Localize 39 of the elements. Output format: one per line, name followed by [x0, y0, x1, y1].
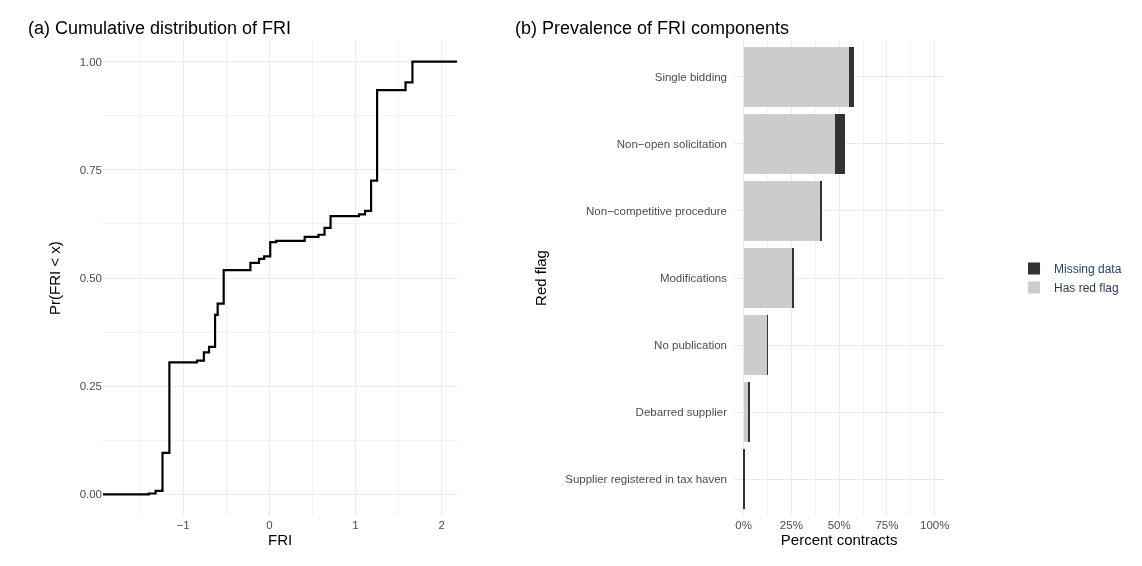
- y-tick-label: 0.50: [79, 272, 103, 285]
- bar: [792, 247, 795, 309]
- x-tick-label: −1: [176, 518, 190, 531]
- legend-label: Missing data: [1054, 262, 1122, 277]
- bar: [820, 180, 823, 242]
- y-tick-label: Supplier registered in tax haven: [565, 473, 728, 486]
- x-tick-label: 0: [266, 518, 273, 531]
- x-tick-label: 1: [352, 518, 359, 531]
- y-tick-label: No publication: [654, 339, 728, 352]
- bar: [835, 113, 845, 175]
- y-axis-title: Pr(FRI < x): [45, 241, 63, 315]
- legend-label: Has red flag: [1054, 281, 1119, 296]
- x-tick-label: 50%: [827, 518, 851, 531]
- bar: [743, 247, 793, 309]
- y-tick-label: Debarred supplier: [635, 406, 728, 419]
- bar: [743, 314, 768, 376]
- x-tick-label: 75%: [875, 518, 899, 531]
- y-tick-label: Modifications: [659, 272, 728, 285]
- x-axis-title: FRI: [268, 530, 293, 548]
- y-tick-label: 0.25: [79, 380, 103, 393]
- y-tick-label: 1.00: [79, 55, 103, 68]
- chart-title: (b) Prevalence of FRI components: [515, 18, 790, 38]
- bar: [848, 46, 854, 108]
- x-tick-label: 100%: [920, 518, 950, 531]
- y-tick-label: 0.75: [79, 163, 103, 176]
- chart-title: (a) Cumulative distribution of FRI: [28, 18, 292, 38]
- y-axis-title: Red flag: [531, 250, 549, 306]
- x-tick-label: 0%: [735, 518, 752, 531]
- y-tick-label: Single bidding: [654, 70, 728, 83]
- bar: [743, 180, 821, 242]
- x-tick-label: 25%: [779, 518, 803, 531]
- y-tick-label: Non−competitive procedure: [586, 204, 728, 217]
- y-tick-label: Non−open solicitation: [616, 137, 728, 150]
- x-tick-label: 2: [438, 518, 445, 531]
- bar: [748, 381, 751, 443]
- bar: [743, 46, 849, 108]
- x-axis-title: Percent contracts: [780, 530, 898, 548]
- bar: [743, 113, 836, 175]
- y-tick-label: 0.00: [79, 488, 103, 501]
